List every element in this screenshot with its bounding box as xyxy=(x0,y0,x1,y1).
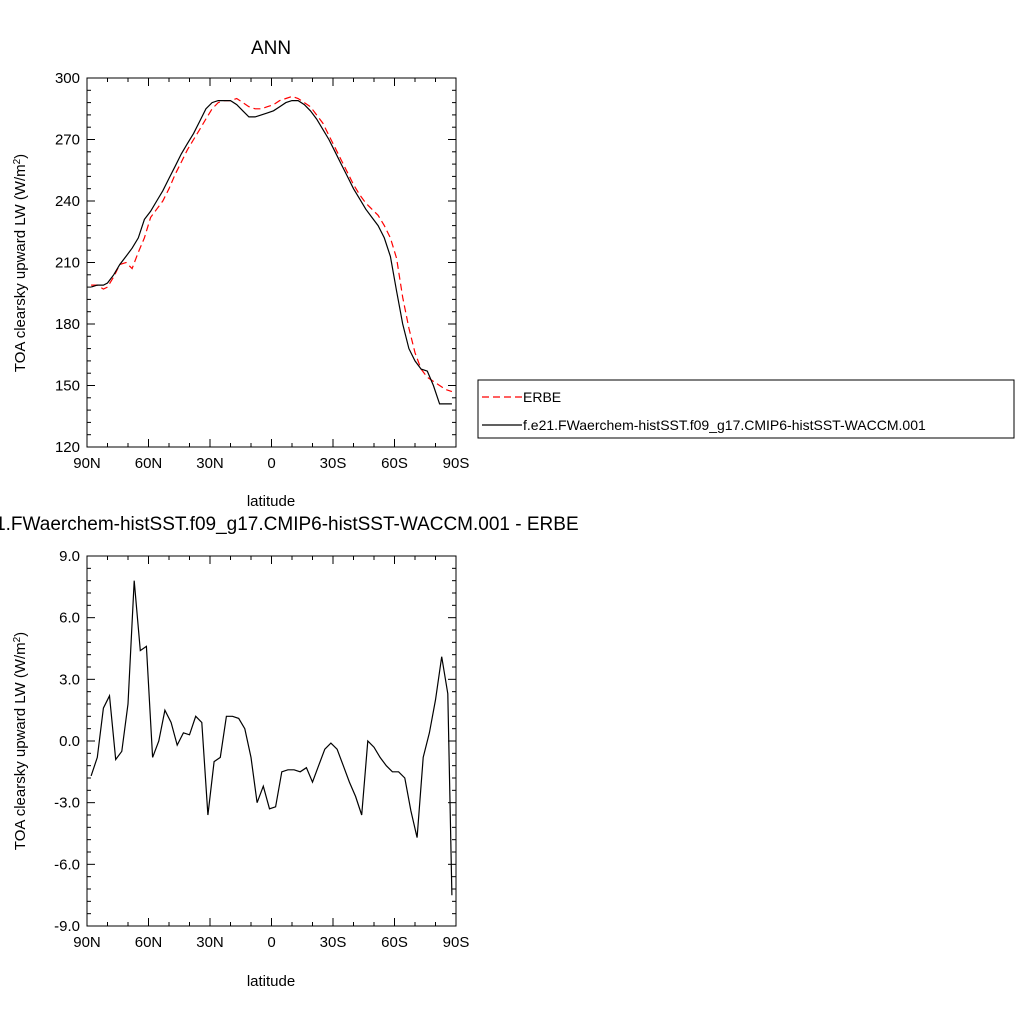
top-plot-frame xyxy=(86,77,457,448)
bottom-plot-area: 90N 60N 30N 0 30S 60S 90S -9.0 -6.0 -3.0 0.0 3.0 6.0… xyxy=(54,548,469,951)
top-x-tick-label: 60S xyxy=(381,455,408,472)
bottom-x-tick-label: 60N xyxy=(135,934,163,951)
bottom-y-tick-label: 6.0 xyxy=(59,610,80,627)
top-y-tick-label: 270 xyxy=(55,132,80,149)
bottom-y-tick-label: -6.0 xyxy=(54,856,80,873)
top-y-axis-label: TOA clearsky upward LW (W/m2) xyxy=(12,154,30,372)
bottom-y-axis-label: TOA clearsky upward LW (W/m2) xyxy=(12,632,30,850)
top-chart-title: ANN xyxy=(251,38,291,59)
legend-label-erbe: ERBE xyxy=(523,389,561,405)
bottom-chart-title: f.e21.FWaerchem-histSST.f09_g17.CMIP6-hi… xyxy=(0,514,579,535)
top-y-tick-label: 300 xyxy=(55,70,80,87)
top-chart: ANN 90N 60N 30N 0 30S 60S 90S 120 150 180 210 240 27… xyxy=(12,38,1015,510)
bottom-y-tick-label: 9.0 xyxy=(59,548,80,565)
legend-box xyxy=(477,379,1015,439)
top-x-tick-label: 30N xyxy=(196,455,224,472)
bottom-x-tick-label: 60S xyxy=(381,934,408,951)
bottom-y-tick-label: -3.0 xyxy=(54,795,80,812)
top-y-tick-label: 240 xyxy=(55,193,80,210)
top-series-erbe-line xyxy=(91,95,453,393)
bottom-x-tick-label: 30N xyxy=(196,934,224,951)
bottom-x-tick-label: 90S xyxy=(443,934,470,951)
top-y-tick-label: 210 xyxy=(55,255,80,272)
top-x-tick-label: 90N xyxy=(73,455,101,472)
bottom-series-difference-line xyxy=(90,580,453,896)
top-x-axis-label: latitude xyxy=(247,493,295,510)
bottom-x-axis-label: latitude xyxy=(247,973,295,990)
top-x-tick-label: 0 xyxy=(267,455,275,472)
top-y-tick-label: 180 xyxy=(55,316,80,333)
top-plot-area: 90N 60N 30N 0 30S 60S 90S 120 150 180 210 240 270 300 xyxy=(55,70,469,472)
bottom-chart: f.e21.FWaerchem-histSST.f09_g17.CMIP6-hi… xyxy=(0,514,579,990)
legend: ERBE f.e21.FWaerchem-histSST.f09_g17.CMI… xyxy=(477,379,1015,439)
bottom-y-tick-label: 3.0 xyxy=(59,671,80,688)
top-x-tick-label: 90S xyxy=(443,455,470,472)
bottom-x-tick-label: 90N xyxy=(73,934,101,951)
top-y-tick-label: 150 xyxy=(55,378,80,395)
legend-label-model: f.e21.FWaerchem-histSST.f09_g17.CMIP6-hi… xyxy=(523,417,926,433)
bottom-y-tick-label: 0.0 xyxy=(59,733,80,750)
top-x-tick-label: 60N xyxy=(135,455,163,472)
top-series-model-line xyxy=(90,99,452,405)
bottom-x-tick-label: 0 xyxy=(267,934,275,951)
top-y-tick-label: 120 xyxy=(55,439,80,456)
bottom-plot-frame xyxy=(86,555,457,927)
bottom-y-tick-label: -9.0 xyxy=(54,918,80,935)
bottom-x-tick-label: 30S xyxy=(320,934,347,951)
top-x-tick-label: 30S xyxy=(320,455,347,472)
